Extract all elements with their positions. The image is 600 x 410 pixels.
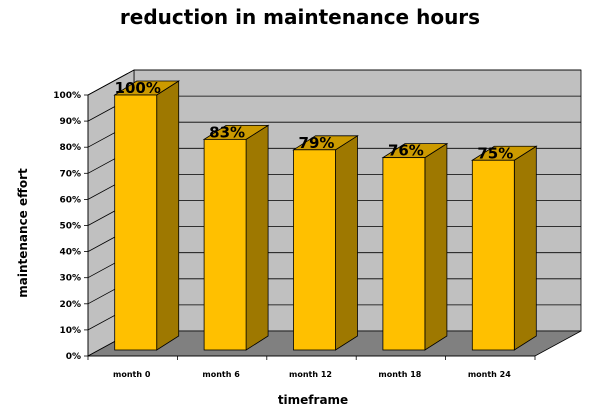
bar-front xyxy=(114,94,158,351)
y-tick-label: 10% xyxy=(59,326,81,336)
bar-front xyxy=(293,149,336,351)
data-label: 83% xyxy=(209,123,245,141)
x-tick-label: month 6 xyxy=(202,370,240,379)
bar-side xyxy=(424,142,448,351)
bar-side xyxy=(156,80,180,351)
x-tick-label: month 12 xyxy=(289,370,332,379)
data-label: 100% xyxy=(115,79,161,97)
x-axis-label: timeframe xyxy=(278,393,348,407)
bar-side xyxy=(245,124,269,351)
x-tick-label: month 24 xyxy=(468,370,511,379)
bar-front xyxy=(203,138,247,351)
y-tick-label: 20% xyxy=(59,300,81,310)
bar xyxy=(292,135,359,351)
bar-side xyxy=(513,145,537,351)
data-label: 76% xyxy=(388,142,424,160)
y-tick-label: 40% xyxy=(59,248,81,258)
data-label: 75% xyxy=(477,144,513,162)
bar-front xyxy=(382,157,426,351)
y-tick-label: 30% xyxy=(59,274,81,284)
y-axis-label: maintenance effort xyxy=(16,168,30,298)
x-tick-label: month 18 xyxy=(378,370,421,379)
y-axis-ticks: 0% 10% 20% 30% 40% 50% 60% 70% 80% 90% 100% xyxy=(53,91,89,362)
bar xyxy=(113,80,181,351)
y-tick-label: 100% xyxy=(53,91,81,101)
bars xyxy=(113,80,538,351)
data-labels: 100% 83% 79% 76% 75% xyxy=(115,79,514,162)
bar-side xyxy=(335,135,358,351)
y-tick-label: 90% xyxy=(59,117,81,127)
chart-title: reduction in maintenance hours xyxy=(120,5,480,29)
x-tick-label: month 0 xyxy=(113,370,151,379)
bar-front xyxy=(471,159,515,351)
y-tick-label: 70% xyxy=(59,169,81,179)
x-axis-ticks: month 0 month 6 month 12 month 18 month 24 xyxy=(87,355,536,379)
bar xyxy=(202,124,270,351)
y-tick-label: 60% xyxy=(59,195,81,205)
y-tick-label: 50% xyxy=(59,222,81,232)
y-tick-label: 80% xyxy=(59,143,81,153)
gridline xyxy=(87,69,581,96)
bar xyxy=(381,142,449,351)
y-tick-label: 0% xyxy=(66,352,81,362)
plot-area: 0% 10% 20% 30% 40% 50% 60% 70% 80% 90% 100% month … xyxy=(53,69,582,379)
bar xyxy=(470,145,538,351)
data-label: 79% xyxy=(299,134,335,152)
